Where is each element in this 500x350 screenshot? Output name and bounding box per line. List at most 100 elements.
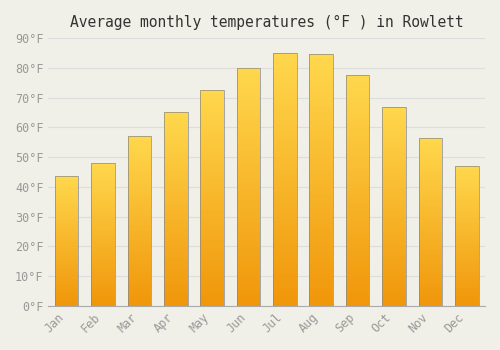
Bar [164,141,188,144]
Bar [236,146,260,149]
Bar [164,207,188,209]
Bar [91,296,115,297]
Bar [273,159,296,162]
Bar [164,169,188,170]
Bar [310,175,333,178]
Bar [164,118,188,120]
Bar [455,292,478,293]
Bar [382,242,406,244]
Bar [128,201,151,202]
Bar [128,268,151,270]
Bar [418,156,442,158]
Bar [236,97,260,99]
Bar [418,252,442,254]
Bar [200,133,224,135]
Bar [200,90,224,306]
Bar [236,158,260,161]
Bar [418,173,442,175]
Bar [382,152,406,154]
Bar [54,196,78,197]
Bar [346,255,370,257]
Bar [236,92,260,94]
Bar [346,119,370,121]
Bar [418,145,442,146]
Bar [200,206,224,209]
Bar [128,141,151,143]
Bar [200,189,224,191]
Bar [91,227,115,229]
Bar [200,97,224,99]
Bar [91,265,115,266]
Bar [236,244,260,246]
Bar [54,288,78,289]
Bar [236,70,260,73]
Bar [54,259,78,260]
Bar [236,215,260,218]
Bar [54,257,78,258]
Bar [164,161,188,163]
Bar [382,220,406,222]
Bar [164,285,188,287]
Bar [273,58,296,61]
Bar [164,248,188,250]
Bar [346,237,370,239]
Bar [455,257,478,258]
Bar [346,156,370,158]
Bar [346,271,370,274]
Bar [346,147,370,149]
Bar [310,245,333,248]
Bar [273,296,296,298]
Bar [128,148,151,150]
Bar [236,85,260,87]
Bar [91,200,115,202]
Bar [273,273,296,275]
Bar [382,190,406,192]
Bar [273,248,296,250]
Bar [273,147,296,149]
Bar [164,238,188,240]
Bar [418,245,442,247]
Bar [310,238,333,240]
Bar [418,141,442,143]
Bar [164,203,188,205]
Bar [455,205,478,206]
Bar [310,107,333,110]
Bar [91,210,115,212]
Bar [346,267,370,269]
Bar [91,212,115,213]
Bar [200,224,224,226]
Bar [418,212,442,214]
Bar [382,136,406,139]
Bar [91,250,115,252]
Bar [200,252,224,254]
Bar [200,276,224,278]
Bar [128,262,151,264]
Bar [236,113,260,116]
Bar [236,80,260,82]
Bar [128,240,151,242]
Bar [418,143,442,145]
Bar [418,224,442,225]
Bar [91,169,115,170]
Bar [91,304,115,306]
Bar [236,301,260,303]
Bar [273,271,296,273]
Bar [128,231,151,233]
Bar [236,280,260,282]
Bar [54,290,78,292]
Bar [310,64,333,67]
Bar [346,140,370,142]
Bar [346,98,370,101]
Bar [310,298,333,301]
Bar [310,248,333,251]
Bar [418,205,442,207]
Bar [418,139,442,141]
Bar [310,210,333,213]
Bar [418,256,442,257]
Bar [273,293,296,296]
Bar [200,260,224,263]
Bar [200,278,224,280]
Bar [164,304,188,306]
Bar [310,203,333,205]
Bar [310,303,333,306]
